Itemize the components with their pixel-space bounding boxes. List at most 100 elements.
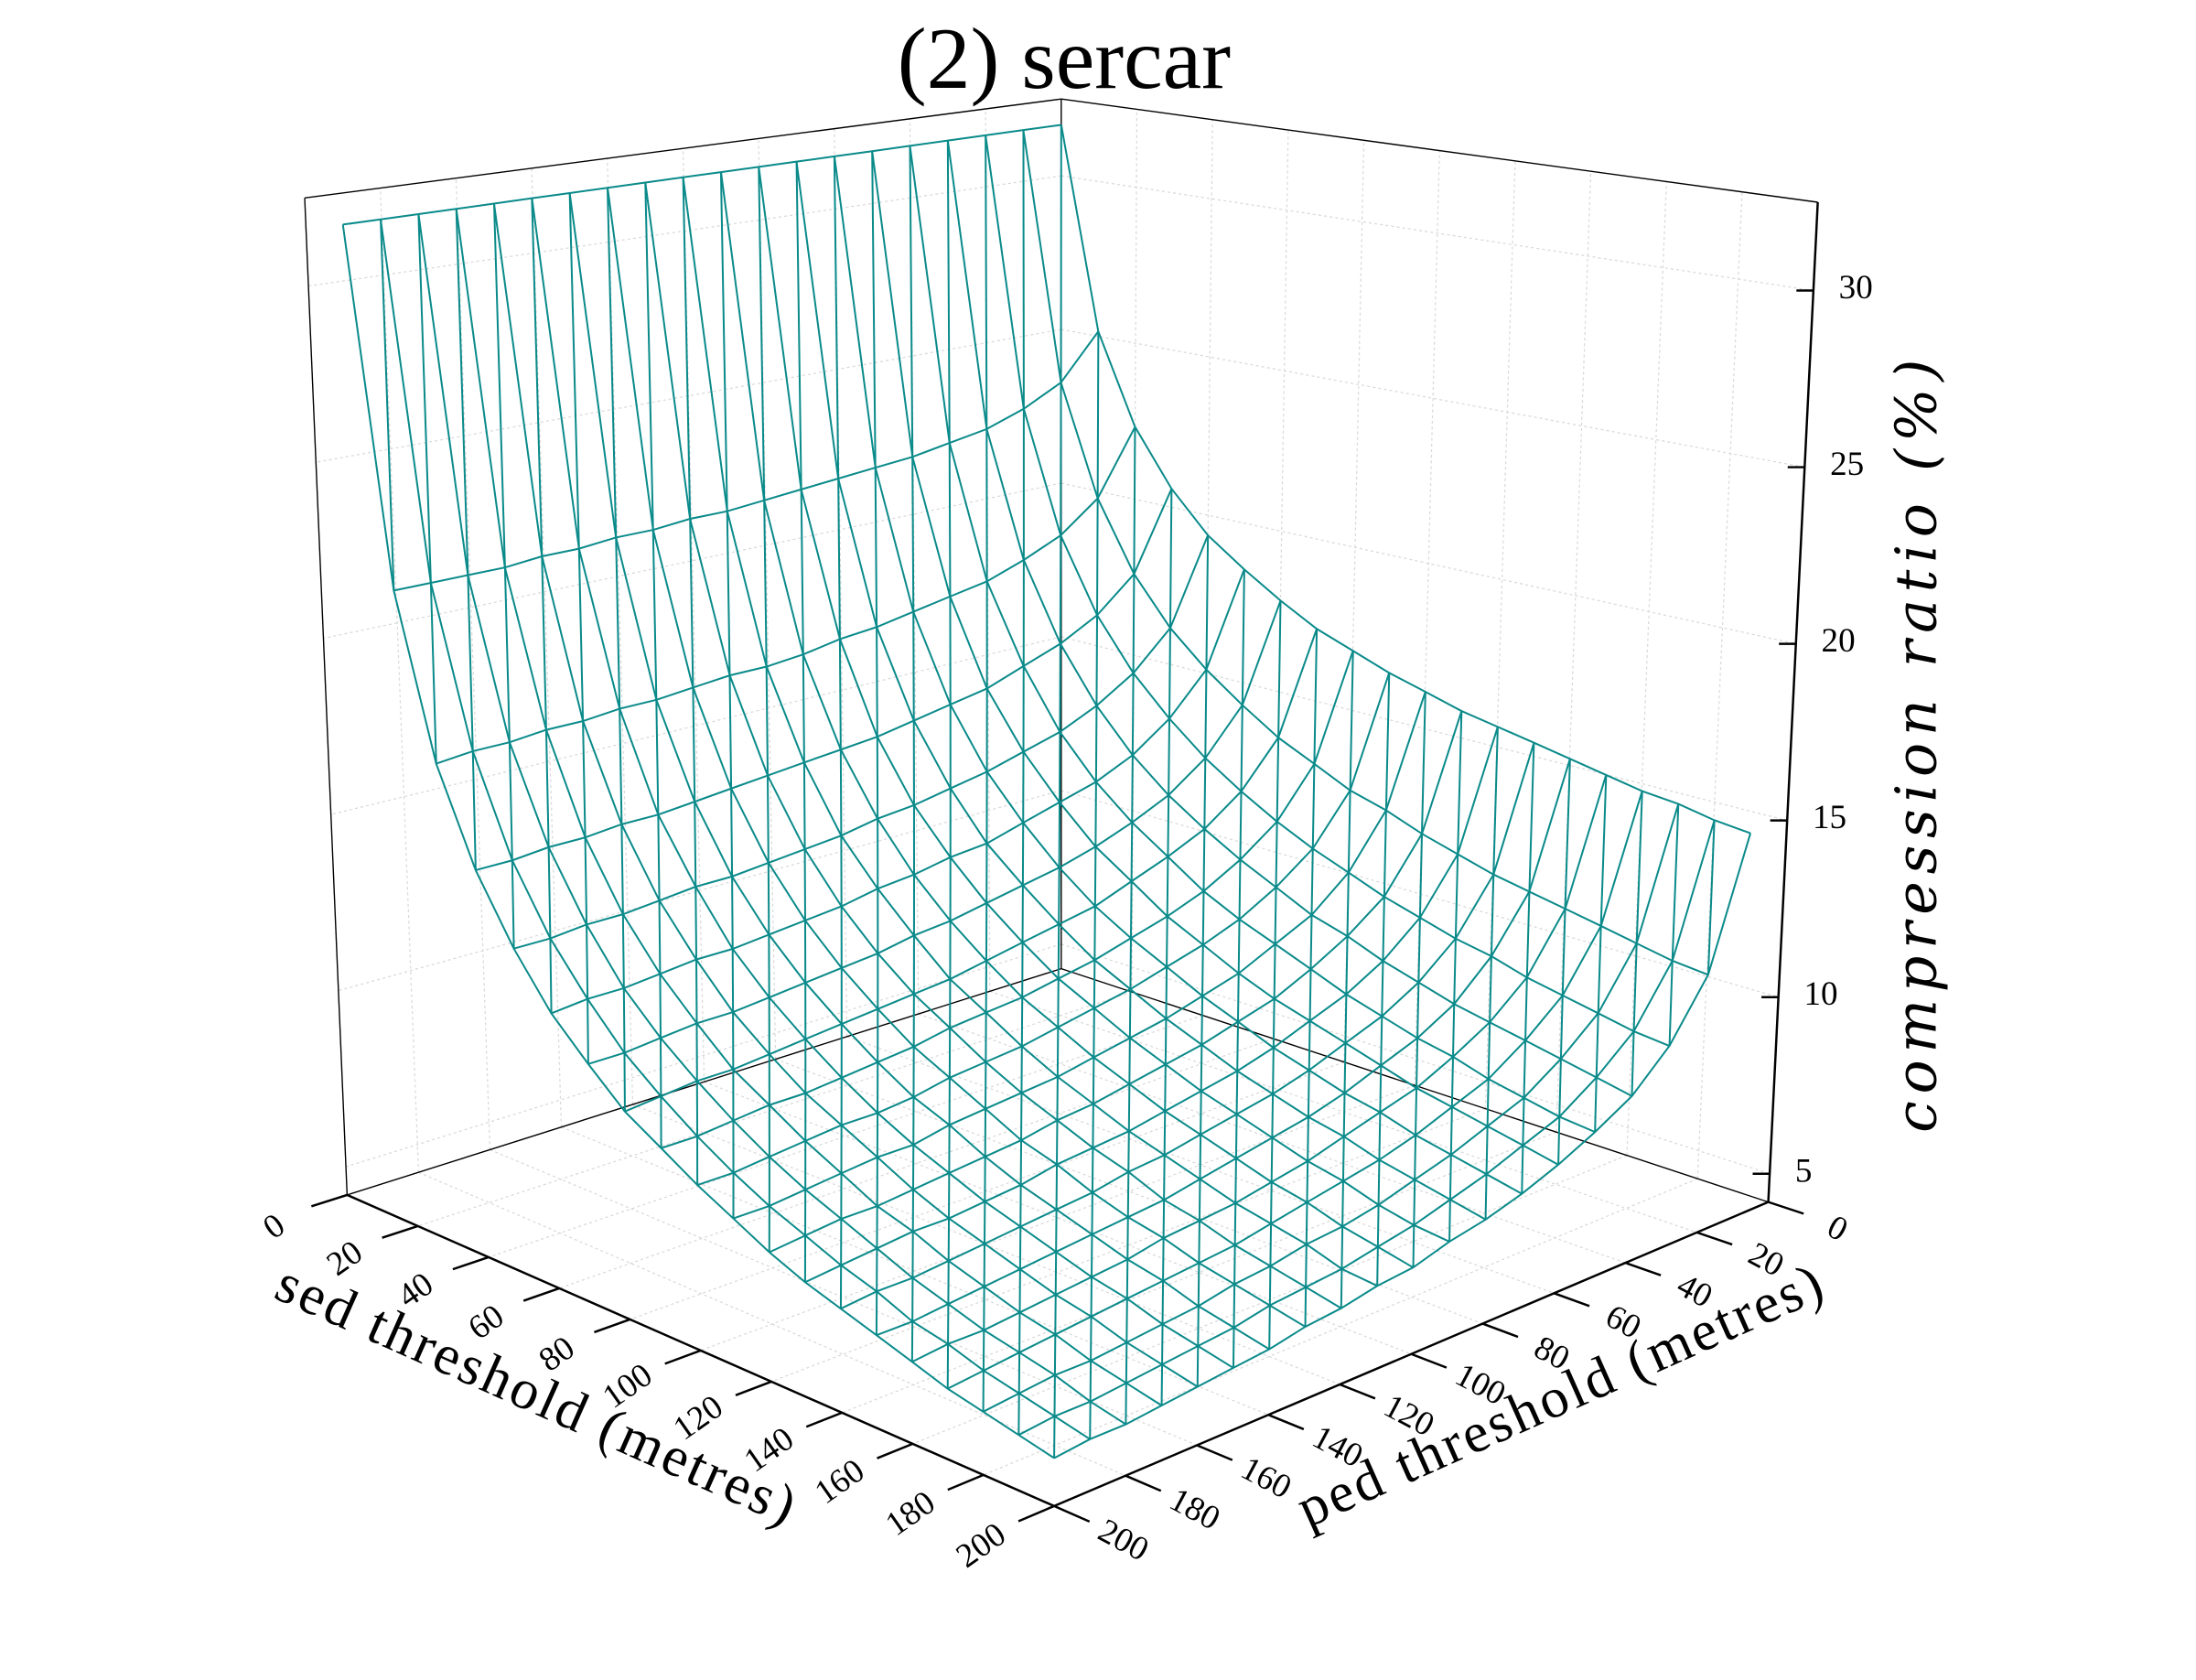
mesh-diagonal bbox=[1128, 989, 1132, 1039]
mesh-diagonal bbox=[644, 182, 654, 531]
z-axis-label: compression ratio (%) bbox=[1884, 352, 1950, 1133]
y-tick bbox=[1196, 1444, 1233, 1461]
mesh-diagonal bbox=[1096, 331, 1100, 499]
mesh-diagonal bbox=[1485, 1125, 1489, 1175]
mesh-row bbox=[696, 673, 1391, 1187]
mesh-diagonal bbox=[1668, 960, 1674, 1047]
mesh-diagonal bbox=[1381, 961, 1384, 1017]
mesh-row bbox=[733, 691, 1426, 1220]
mesh-diagonal bbox=[1376, 1246, 1379, 1287]
mesh-column bbox=[758, 167, 1450, 1243]
mesh-diagonal bbox=[1233, 1284, 1236, 1328]
mesh-diagonal bbox=[1307, 1070, 1310, 1117]
mesh-diagonal bbox=[1453, 938, 1457, 1005]
mesh-diagonal bbox=[767, 862, 770, 935]
mesh-diagonal bbox=[1344, 994, 1348, 1043]
mesh-diagonal bbox=[568, 192, 580, 549]
mesh-column bbox=[568, 192, 1270, 1351]
mesh-diagonal bbox=[1129, 938, 1132, 990]
mesh-diagonal bbox=[1271, 1093, 1275, 1138]
mesh-diagonal bbox=[1342, 1093, 1346, 1137]
y-tick bbox=[1053, 1504, 1091, 1524]
mesh-diagonal bbox=[620, 824, 624, 915]
mesh-diagonal bbox=[1489, 955, 1492, 1023]
y-tick bbox=[1339, 1383, 1376, 1400]
mesh-diagonal bbox=[1201, 944, 1204, 996]
mesh-diagonal bbox=[1234, 1158, 1237, 1203]
mesh-diagonal bbox=[1133, 426, 1136, 575]
mesh-diagonal bbox=[1241, 569, 1245, 705]
mesh-diagonal bbox=[1275, 821, 1278, 888]
mesh-diagonal bbox=[719, 172, 728, 512]
z-tick-label: 10 bbox=[1803, 975, 1837, 1013]
mesh-diagonal bbox=[1163, 1111, 1167, 1156]
pane-edge bbox=[1060, 967, 1769, 1203]
mesh-diagonal bbox=[1341, 1136, 1345, 1181]
grid-line bbox=[909, 118, 920, 1015]
mesh-diagonal bbox=[549, 938, 553, 1014]
grid-line bbox=[989, 990, 1697, 1233]
mesh-column bbox=[946, 140, 1633, 1097]
mesh-column bbox=[531, 198, 1234, 1369]
mesh-diagonal bbox=[765, 666, 770, 776]
mesh-row bbox=[840, 742, 1535, 1310]
mesh-diagonal bbox=[1524, 977, 1528, 1041]
mesh-diagonal bbox=[1671, 803, 1680, 962]
y-tick-label: 160 bbox=[1235, 1449, 1297, 1506]
y-tick bbox=[1481, 1322, 1519, 1339]
mesh-diagonal bbox=[1204, 669, 1208, 759]
x-tick bbox=[382, 1224, 419, 1239]
mesh-diagonal bbox=[1239, 791, 1243, 860]
mesh-column bbox=[833, 156, 1523, 1195]
grid-line bbox=[1060, 328, 1805, 468]
mesh-diagonal bbox=[1376, 1204, 1380, 1247]
mesh-diagonal bbox=[1421, 692, 1426, 835]
grid-line bbox=[1696, 191, 1743, 1179]
grid-line bbox=[345, 943, 1062, 1168]
mesh-column bbox=[795, 161, 1487, 1221]
mesh-diagonal bbox=[1201, 890, 1205, 945]
mesh-diagonal bbox=[1127, 1083, 1131, 1132]
mesh-diagonal bbox=[728, 675, 733, 789]
mesh-diagonal bbox=[1168, 628, 1171, 719]
x-tick bbox=[947, 1473, 985, 1492]
mesh-diagonal bbox=[1309, 914, 1313, 970]
mesh-diagonal bbox=[1304, 1287, 1308, 1327]
mesh-diagonal bbox=[582, 720, 587, 838]
mesh-row bbox=[393, 330, 1100, 592]
mesh-diagonal bbox=[584, 837, 588, 925]
mesh-diagonal bbox=[1631, 1031, 1635, 1096]
mesh-diagonal bbox=[731, 876, 734, 949]
mesh-diagonal bbox=[1448, 1154, 1452, 1200]
mesh-diagonal bbox=[1559, 995, 1564, 1060]
mesh-diagonal bbox=[1341, 1180, 1344, 1227]
mesh-diagonal bbox=[1706, 820, 1716, 975]
mesh-diagonal bbox=[1196, 1346, 1200, 1387]
mesh-row bbox=[661, 650, 1354, 1149]
mesh-diagonal bbox=[689, 519, 694, 688]
mesh-diagonal bbox=[1384, 673, 1391, 811]
z-tick-label: 20 bbox=[1822, 622, 1856, 660]
mesh-diagonal bbox=[1197, 1306, 1200, 1347]
mesh-diagonal bbox=[1451, 1004, 1456, 1057]
grid-line bbox=[323, 482, 1061, 640]
grid-line bbox=[1484, 160, 1516, 1109]
mesh-diagonal bbox=[1449, 1106, 1453, 1155]
mesh-diagonal bbox=[800, 489, 804, 655]
mesh-row bbox=[342, 124, 1061, 226]
pane-edge bbox=[304, 198, 349, 1195]
mesh-diagonal bbox=[1233, 1244, 1236, 1285]
mesh-column bbox=[909, 145, 1596, 1134]
x-tick bbox=[1017, 1504, 1055, 1523]
mesh-diagonal bbox=[1128, 1038, 1131, 1084]
mesh-diagonal bbox=[1096, 498, 1099, 616]
mesh-diagonal bbox=[1234, 1114, 1238, 1158]
mesh-column bbox=[871, 151, 1559, 1166]
x-tick-label: 0 bbox=[256, 1206, 292, 1246]
mesh-diagonal bbox=[1558, 1059, 1562, 1117]
mesh-diagonal bbox=[838, 639, 842, 750]
grid-line bbox=[1556, 171, 1592, 1133]
mesh-diagonal bbox=[1595, 1013, 1599, 1078]
mesh-diagonal bbox=[1308, 1020, 1311, 1071]
